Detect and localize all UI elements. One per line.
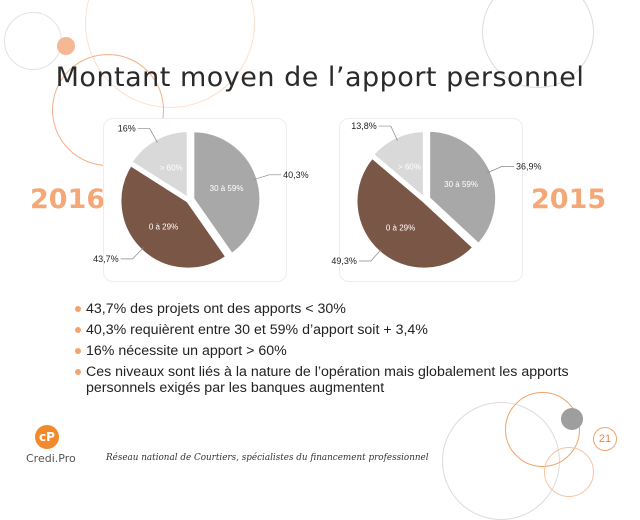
- pie-slice-group: > 60% 16%: [118, 124, 190, 202]
- decorative-circle: [544, 447, 594, 497]
- bullet-item: 43,7% des projets ont des apports < 30%: [75, 301, 575, 317]
- slice-label: 30 à 59%: [444, 180, 478, 189]
- slice-value-label: 16%: [118, 124, 136, 134]
- decorative-dot: [57, 37, 75, 55]
- bullet-dot: [75, 369, 81, 375]
- bullet-text: 40,3% requièrent entre 30 et 59% d’appor…: [86, 322, 428, 338]
- slice-label: 0 à 29%: [149, 223, 178, 232]
- credipro-logo: cP Credi.Pro: [26, 425, 96, 475]
- slice-label: > 60%: [160, 164, 183, 173]
- pie-slice-group: 0 à 29% 49,3%: [331, 155, 476, 271]
- slice-value-label: 43,7%: [93, 254, 119, 264]
- leader-line: [120, 247, 144, 260]
- year-label-2016: 2016: [30, 184, 106, 215]
- pie-card-2015: 30 à 59% 36,9% 0 à 29% 49,3% > 60% 13,8%: [331, 118, 542, 282]
- slice-label: > 60%: [398, 163, 421, 172]
- leader-line: [378, 125, 398, 141]
- pie-slice-group: > 60% 13,8%: [351, 121, 426, 202]
- pie-slice-group: 30 à 59% 40,3%: [191, 129, 309, 257]
- pie-chart-2015: 30 à 59% 36,9% 0 à 29% 49,3% > 60% 13,8%: [331, 121, 542, 271]
- bullet-item: 40,3% requièrent entre 30 et 59% d’appor…: [75, 322, 575, 338]
- bullet-list: 43,7% des projets ont des apports < 30% …: [75, 301, 575, 401]
- logo-brand: Credi.Pro: [26, 452, 76, 465]
- slice-value-label: 40,3%: [283, 170, 309, 180]
- bullet-text: 16% nécessite un apport > 60%: [86, 343, 287, 359]
- leader-line: [137, 128, 158, 143]
- slice-label: 0 à 29%: [386, 224, 415, 233]
- slice-value-label: 13,8%: [351, 121, 377, 131]
- decorative-dot: [561, 408, 583, 430]
- page-title: Montant moyen de l’apport personnel: [55, 62, 585, 93]
- footer-tagline: Réseau national de Courtiers, spécialist…: [106, 453, 429, 463]
- pie-chart-2016: 30 à 59% 40,3% 0 à 29% 43,7% > 60% 16%: [93, 124, 309, 271]
- bullet-text: Ces niveaux sont liés à la nature de l’o…: [86, 364, 569, 396]
- bullet-dot: [75, 348, 81, 354]
- bullet-item: Ces niveaux sont liés à la nature de l’o…: [75, 364, 575, 396]
- slice-label: 30 à 59%: [210, 184, 244, 193]
- leader-line: [487, 166, 514, 174]
- logo-mark: cP: [35, 425, 59, 449]
- bullet-item: 16% nécessite un apport > 60%: [75, 343, 575, 359]
- bullet-dot: [75, 306, 81, 312]
- pie-slice-group: 30 à 59% 36,9%: [427, 128, 542, 247]
- bullet-text: 43,7% des projets ont des apports < 30%: [86, 301, 346, 317]
- leader-line: [358, 248, 382, 262]
- pie-slice-group: 0 à 29% 43,7%: [93, 162, 229, 271]
- year-label-2015: 2015: [531, 184, 607, 215]
- leader-line: [253, 174, 282, 180]
- pie-card-2016: 30 à 59% 40,3% 0 à 29% 43,7% > 60% 16%: [93, 118, 309, 282]
- slice-value-label: 49,3%: [331, 256, 357, 266]
- bullet-dot: [75, 327, 81, 333]
- decorative-circle: [505, 392, 580, 467]
- slice-value-label: 36,9%: [516, 161, 542, 171]
- page-number: 21: [593, 427, 617, 451]
